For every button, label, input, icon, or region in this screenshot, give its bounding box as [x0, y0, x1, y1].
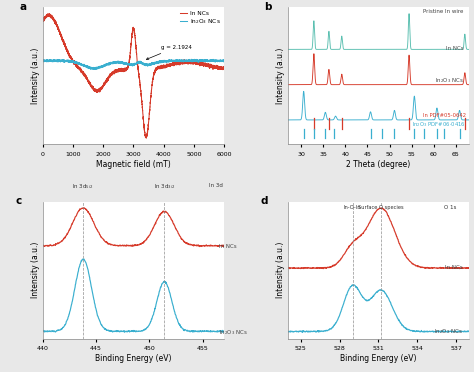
Text: In$_2$O$_3$ NCs: In$_2$O$_3$ NCs	[434, 327, 463, 336]
In$_2$O$_3$ NCs	[189, 57, 194, 61]
Line: In$_2$O$_3$ NCs: In$_2$O$_3$ NCs	[43, 59, 224, 70]
Text: In$_2$O$_3$ NCs: In$_2$O$_3$ NCs	[219, 328, 248, 337]
Y-axis label: Intensity (a.u.): Intensity (a.u.)	[276, 242, 285, 298]
X-axis label: Binding Energy (eV): Binding Energy (eV)	[340, 354, 417, 363]
Text: In$_2$O$_3$ NCs: In$_2$O$_3$ NCs	[435, 76, 464, 85]
In NCs	[144, 136, 149, 140]
Text: In NCs: In NCs	[446, 46, 464, 51]
Text: In$_2$O$_3$ PDF#06-0416: In$_2$O$_3$ PDF#06-0416	[411, 120, 465, 129]
Text: Surface O species: Surface O species	[358, 205, 404, 210]
In$_2$O$_3$ NCs	[172, 58, 177, 63]
In NCs	[126, 61, 132, 65]
Line: In NCs: In NCs	[43, 14, 224, 138]
Y-axis label: Intensity (a.u.): Intensity (a.u.)	[31, 48, 40, 104]
In NCs	[172, 62, 177, 66]
In$_2$O$_3$ NCs	[221, 58, 227, 63]
In$_2$O$_3$ NCs	[216, 58, 221, 63]
Text: g = 2.1924: g = 2.1924	[146, 45, 191, 60]
In$_2$O$_3$ NCs	[118, 60, 123, 64]
X-axis label: Binding Energy (eV): Binding Energy (eV)	[95, 354, 172, 363]
Text: O 1s: O 1s	[444, 205, 456, 210]
Text: In 3d$_{3/2}$: In 3d$_{3/2}$	[154, 183, 175, 191]
X-axis label: 2 Theta (degree): 2 Theta (degree)	[346, 160, 410, 169]
In NCs	[207, 66, 212, 71]
In$_2$O$_3$ NCs	[116, 59, 122, 64]
Text: b: b	[264, 2, 272, 12]
In NCs	[46, 12, 52, 16]
Text: In-O-In: In-O-In	[344, 205, 361, 210]
In$_2$O$_3$ NCs	[126, 62, 132, 67]
In$_2$O$_3$ NCs	[93, 67, 99, 72]
Text: In 3d: In 3d	[209, 183, 223, 188]
In NCs	[216, 64, 221, 69]
Text: Pristine In wire: Pristine In wire	[423, 9, 464, 14]
Y-axis label: Intensity (a.u.): Intensity (a.u.)	[31, 242, 40, 298]
In NCs	[116, 68, 122, 72]
In$_2$O$_3$ NCs	[207, 59, 212, 64]
Text: In NCs: In NCs	[219, 244, 237, 248]
Text: In NCs: In NCs	[445, 265, 463, 270]
Text: In 3d$_{5/2}$: In 3d$_{5/2}$	[73, 183, 94, 191]
X-axis label: Magnetic field (mT): Magnetic field (mT)	[96, 160, 171, 169]
In NCs	[118, 68, 123, 73]
Text: c: c	[16, 196, 22, 206]
Text: d: d	[261, 196, 268, 206]
In NCs	[40, 17, 46, 22]
Y-axis label: Intensity (a.u.): Intensity (a.u.)	[276, 48, 285, 104]
Text: a: a	[19, 2, 26, 12]
Text: In PDF#05-0642: In PDF#05-0642	[422, 113, 465, 118]
Legend: In NCs, In$_2$O$_3$ NCs: In NCs, In$_2$O$_3$ NCs	[180, 10, 221, 26]
In NCs	[221, 67, 227, 71]
In$_2$O$_3$ NCs	[40, 58, 46, 63]
